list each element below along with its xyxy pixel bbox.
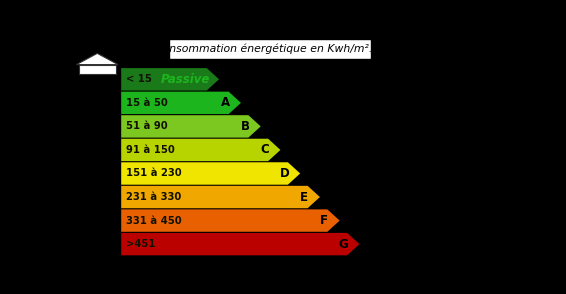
Polygon shape (121, 233, 359, 255)
FancyBboxPatch shape (169, 39, 371, 59)
Text: 151 à 230: 151 à 230 (126, 168, 182, 178)
Text: >451: >451 (126, 239, 156, 249)
Text: 15 à 50: 15 à 50 (126, 98, 168, 108)
Polygon shape (121, 209, 340, 232)
Polygon shape (76, 54, 118, 65)
Text: B: B (241, 120, 250, 133)
Polygon shape (121, 92, 241, 114)
Text: 331 à 450: 331 à 450 (126, 216, 182, 225)
Text: E: E (300, 191, 308, 203)
Text: G: G (338, 238, 349, 250)
Text: C: C (260, 143, 269, 156)
Polygon shape (121, 162, 300, 185)
Text: 91 à 150: 91 à 150 (126, 145, 175, 155)
Polygon shape (121, 186, 320, 208)
Text: 51 à 90: 51 à 90 (126, 121, 168, 131)
Text: < 15: < 15 (126, 74, 152, 84)
Polygon shape (121, 139, 280, 161)
Text: A: A (221, 96, 230, 109)
Text: Consommation énergétique en Kwh/m².an: Consommation énergétique en Kwh/m².an (155, 44, 386, 54)
Text: Passive: Passive (161, 73, 210, 86)
Bar (79, 65, 116, 74)
Text: D: D (280, 167, 289, 180)
Text: 231 à 330: 231 à 330 (126, 192, 182, 202)
Text: F: F (320, 214, 328, 227)
Polygon shape (121, 115, 261, 138)
Polygon shape (121, 68, 219, 91)
